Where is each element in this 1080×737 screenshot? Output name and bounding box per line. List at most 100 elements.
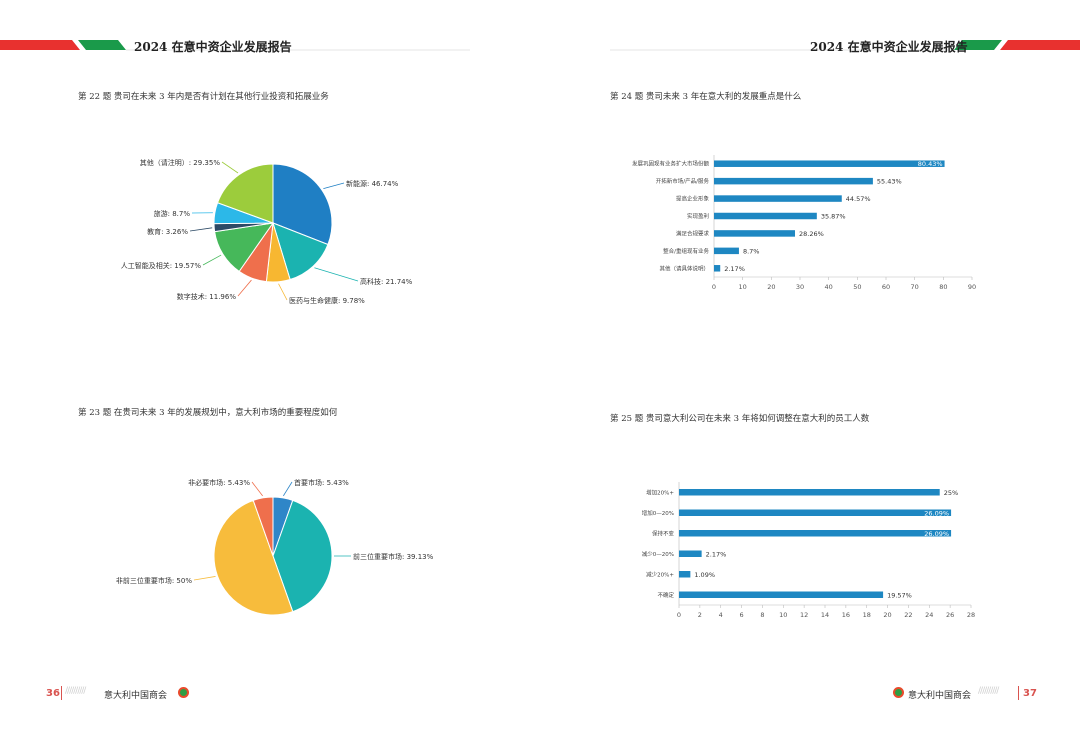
data-label: 8.7% bbox=[743, 247, 760, 255]
x-tick-label: 60 bbox=[882, 283, 890, 291]
x-tick-label: 40 bbox=[825, 283, 833, 291]
pie-leader-line bbox=[251, 481, 263, 497]
x-tick-label: 20 bbox=[883, 611, 891, 619]
category-label: 发展巩固现有业务扩大市场份额 bbox=[632, 160, 710, 168]
right-page-number: 37 bbox=[1023, 688, 1037, 699]
data-label: 25% bbox=[944, 489, 958, 497]
x-tick-label: 8 bbox=[760, 611, 764, 619]
x-tick-label: 14 bbox=[821, 611, 829, 619]
x-tick-label: 30 bbox=[796, 283, 804, 291]
data-label: 28.26% bbox=[799, 230, 824, 238]
x-tick-label: 50 bbox=[853, 283, 861, 291]
x-tick-label: 90 bbox=[968, 283, 976, 291]
pie-leader-line bbox=[314, 267, 359, 282]
x-tick-label: 0 bbox=[677, 611, 681, 619]
pie-slice-label: 教育: 3.26% bbox=[147, 227, 188, 236]
pie-leader-line bbox=[323, 182, 345, 189]
pie-slice bbox=[213, 499, 294, 616]
pie-slice-label: 高科技: 21.74% bbox=[360, 277, 413, 286]
pie-leader-line bbox=[193, 576, 216, 581]
category-label: 开拓新市场/产品/服务 bbox=[656, 177, 710, 185]
x-tick-label: 16 bbox=[842, 611, 850, 619]
x-tick-label: 26 bbox=[946, 611, 954, 619]
x-tick-label: 2 bbox=[698, 611, 702, 619]
pie-slice-label: 其他（请注明）: 29.35% bbox=[140, 158, 221, 167]
pie-slice bbox=[216, 163, 274, 224]
pie-slice-label: 人工智能及相关: 19.57% bbox=[121, 261, 202, 270]
data-label: 19.57% bbox=[887, 591, 912, 599]
pie-leader-line bbox=[278, 283, 288, 301]
x-tick-label: 0 bbox=[712, 283, 716, 291]
left-org-name: 意大利中国商会 bbox=[104, 691, 168, 701]
x-tick-label: 28 bbox=[967, 611, 975, 619]
bar bbox=[679, 591, 884, 598]
right-footer-divider bbox=[1018, 686, 1019, 700]
category-label: 增加0—20% bbox=[642, 509, 674, 517]
x-tick-label: 80 bbox=[939, 283, 947, 291]
data-label: 2.17% bbox=[724, 265, 745, 273]
header-red-stripe-left bbox=[0, 40, 80, 50]
right-org-name: 意大利中国商会 bbox=[908, 691, 972, 701]
pie-leader-line bbox=[283, 481, 293, 497]
data-label: 2.17% bbox=[706, 550, 727, 558]
category-label: 增加20%+ bbox=[646, 488, 674, 496]
pie-leader-line bbox=[237, 279, 252, 297]
q24-title: 第 24 题 贵司未来 3 年在意大利的发展重点是什么 bbox=[610, 92, 802, 102]
pie-slice-label: 新能源: 46.74% bbox=[346, 179, 399, 188]
bar bbox=[714, 230, 796, 237]
x-tick-label: 4 bbox=[719, 611, 723, 619]
bar bbox=[679, 571, 691, 578]
bar bbox=[714, 212, 817, 220]
category-label: 减少0—20% bbox=[642, 550, 674, 558]
data-label: 35.87% bbox=[821, 213, 846, 221]
data-label: 44.57% bbox=[846, 195, 871, 203]
x-tick-label: 6 bbox=[740, 611, 744, 619]
pie-slice bbox=[252, 496, 274, 557]
data-label: 80.43% bbox=[918, 160, 943, 168]
category-label: 整合/重组现有业务 bbox=[663, 247, 709, 255]
org-logo-icon bbox=[893, 687, 904, 698]
data-label: 26.09% bbox=[924, 509, 949, 517]
category-label: 满足合规要求 bbox=[676, 229, 710, 237]
pie-slice-label: 非必要市场: 5.43% bbox=[188, 478, 250, 487]
pie-slice-label: 旅游: 8.7% bbox=[154, 209, 191, 218]
q22-title: 第 22 题 贵司在未来 3 年内是否有计划在其他行业投资和拓展业务 bbox=[78, 92, 329, 102]
pie-slice-label: 医药与生命健康: 9.78% bbox=[289, 296, 365, 305]
bar bbox=[714, 195, 842, 202]
bar bbox=[714, 177, 873, 185]
pie-slice-label: 首要市场: 5.43% bbox=[294, 478, 349, 487]
pie-leader-line bbox=[202, 254, 222, 266]
data-label: 1.09% bbox=[694, 571, 715, 579]
data-label: 55.43% bbox=[877, 178, 902, 186]
header-green-stripe-right bbox=[954, 40, 1002, 50]
left-footer-slashes: ////////// bbox=[65, 686, 86, 696]
bar bbox=[714, 247, 739, 255]
right-footer-slashes: ////////// bbox=[978, 686, 999, 696]
right-header-title: 2024 在意中资企业发展报告 bbox=[810, 40, 968, 54]
pie-slice bbox=[272, 163, 333, 246]
x-tick-label: 70 bbox=[911, 283, 919, 291]
header-green-stripe-left bbox=[78, 40, 126, 50]
x-tick-label: 12 bbox=[800, 611, 808, 619]
q23-title: 第 23 题 在贵司未来 3 年的发展规划中，意大利市场的重要程度如何 bbox=[78, 408, 338, 418]
header-red-stripe-right bbox=[1000, 40, 1080, 50]
q25-title: 第 25 题 贵司意大利公司在未来 3 年将如何调整在意大利的员工人数 bbox=[610, 414, 870, 424]
category-label: 减少20%+ bbox=[646, 570, 674, 578]
pie-leader-line bbox=[221, 161, 239, 174]
x-tick-label: 22 bbox=[904, 611, 912, 619]
left-footer-divider bbox=[61, 686, 62, 700]
data-label: 26.09% bbox=[924, 530, 949, 538]
pie-slice-label: 非前三位重要市场: 50% bbox=[116, 576, 192, 585]
bar bbox=[679, 489, 940, 496]
category-label: 实现盈利 bbox=[687, 212, 709, 220]
x-tick-label: 24 bbox=[925, 611, 933, 619]
x-tick-label: 20 bbox=[767, 283, 775, 291]
org-logo-icon bbox=[178, 687, 189, 698]
left-header-title: 2024 在意中资企业发展报告 bbox=[134, 40, 292, 54]
bar bbox=[714, 265, 721, 272]
